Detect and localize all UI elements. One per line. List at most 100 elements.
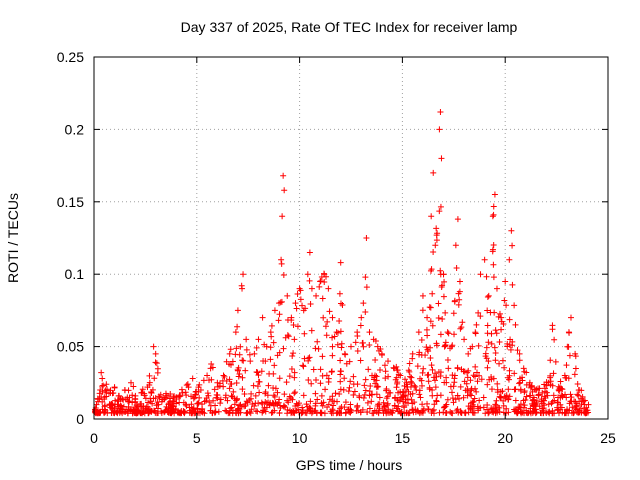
- data-point: [469, 401, 476, 408]
- data-point: [385, 358, 392, 365]
- data-point: [324, 318, 331, 325]
- data-point: [213, 391, 220, 398]
- data-point: [299, 409, 306, 416]
- data-point: [396, 397, 403, 404]
- data-point: [442, 339, 449, 346]
- data-point: [202, 397, 209, 404]
- data-point: [317, 278, 324, 285]
- data-point: [361, 382, 368, 389]
- data-point: [351, 388, 358, 395]
- data-point: [384, 400, 391, 407]
- data-point: [500, 321, 507, 328]
- data-point: [387, 389, 394, 396]
- data-point: [565, 375, 572, 382]
- data-point: [204, 390, 211, 397]
- data-point: [347, 406, 354, 413]
- data-point: [442, 409, 449, 416]
- data-point: [452, 396, 459, 403]
- data-point: [317, 380, 324, 387]
- y-tick-label: 0.1: [65, 266, 85, 282]
- data-point: [484, 293, 491, 300]
- data-point: [274, 401, 281, 408]
- data-point: [290, 408, 297, 415]
- data-point: [328, 368, 335, 375]
- data-point: [188, 393, 195, 400]
- data-point: [158, 398, 165, 405]
- data-point: [337, 357, 344, 364]
- data-point: [366, 329, 373, 336]
- data-point: [334, 341, 341, 348]
- data-point: [246, 351, 253, 358]
- data-point: [500, 397, 507, 404]
- data-point: [258, 399, 265, 406]
- data-point: [280, 172, 287, 179]
- data-point: [285, 333, 292, 340]
- data-point: [452, 242, 459, 249]
- data-point: [357, 357, 364, 364]
- data-point: [416, 387, 423, 394]
- data-point: [156, 394, 163, 401]
- data-point: [376, 394, 383, 401]
- data-point: [437, 369, 444, 376]
- data-point: [433, 342, 440, 349]
- data-point: [114, 410, 121, 417]
- data-point: [100, 382, 107, 389]
- data-point: [427, 344, 434, 351]
- y-tick-label: 0: [76, 411, 84, 427]
- data-point: [262, 388, 269, 395]
- data-point: [196, 410, 203, 417]
- data-point: [243, 410, 250, 417]
- x-tick-label: 10: [292, 430, 308, 446]
- data-point: [330, 402, 337, 409]
- data-point: [345, 388, 352, 395]
- data-point: [150, 343, 157, 350]
- data-point: [290, 322, 297, 329]
- data-point: [444, 329, 451, 336]
- data-point: [558, 392, 565, 399]
- data-point: [527, 384, 534, 391]
- data-point: [118, 403, 125, 410]
- data-point: [450, 310, 457, 317]
- data-point: [278, 260, 285, 267]
- data-point: [258, 368, 265, 375]
- data-point: [435, 300, 442, 307]
- data-point: [236, 402, 243, 409]
- data-point: [581, 405, 588, 412]
- data-point: [475, 309, 482, 316]
- data-point: [456, 278, 463, 285]
- data-point: [363, 284, 370, 291]
- data-point: [458, 324, 465, 331]
- data-point: [475, 342, 482, 349]
- data-point: [208, 360, 215, 367]
- data-point: [507, 346, 514, 353]
- data-point: [441, 404, 448, 411]
- data-point: [239, 386, 246, 393]
- data-point: [152, 350, 159, 357]
- data-point: [529, 397, 536, 404]
- data-point: [401, 392, 408, 399]
- data-point: [230, 388, 237, 395]
- data-point: [484, 307, 491, 314]
- data-point: [226, 410, 233, 417]
- data-point: [501, 297, 508, 304]
- data-point: [457, 383, 464, 390]
- y-tick-label: 0.15: [57, 194, 84, 210]
- data-point: [132, 395, 139, 402]
- data-point: [357, 409, 364, 416]
- data-point: [425, 371, 432, 378]
- data-point: [409, 350, 416, 357]
- data-point: [280, 345, 287, 352]
- data-point: [437, 109, 444, 116]
- data-point: [366, 405, 373, 412]
- data-point: [294, 323, 301, 330]
- data-point: [567, 314, 574, 321]
- data-point: [416, 391, 423, 398]
- data-point: [312, 390, 319, 397]
- data-point: [243, 336, 250, 343]
- data-point: [498, 314, 505, 321]
- data-point: [146, 372, 153, 379]
- data-point: [337, 328, 344, 335]
- data-point: [233, 379, 240, 386]
- data-point: [323, 372, 330, 379]
- y-tick-label: 0.05: [57, 339, 84, 355]
